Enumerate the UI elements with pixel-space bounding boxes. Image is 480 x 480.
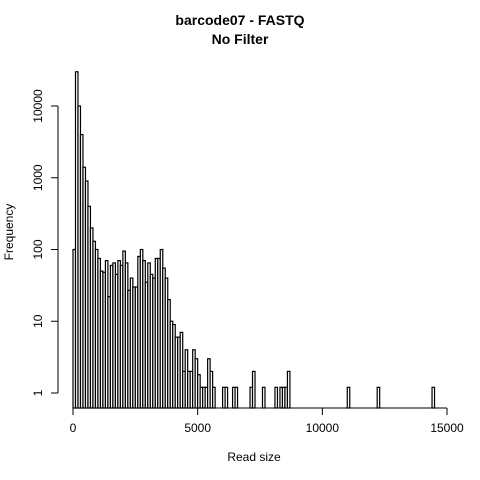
x-axis-label: Read size <box>227 450 281 464</box>
x-tick-label: 15000 <box>430 421 464 435</box>
histogram-bar <box>286 370 291 409</box>
histogram-bar <box>431 386 436 409</box>
chart-subtitle: No Filter <box>211 31 269 47</box>
x-tick-label: 10000 <box>306 421 340 435</box>
y-axis-label: Frequency <box>2 204 16 261</box>
histogram-bar <box>261 386 266 409</box>
y-axis: 1 10 100 1000 10000 <box>31 89 59 396</box>
histogram-bar <box>346 386 351 409</box>
histogram-bar <box>251 370 256 409</box>
y-tick-label: 1000 <box>31 164 45 191</box>
y-tick-label: 10 <box>31 314 45 328</box>
histogram-bar <box>234 386 239 409</box>
histogram-bar <box>212 386 216 409</box>
histogram-bar <box>274 386 279 409</box>
chart-title: barcode07 - FASTQ <box>175 12 305 28</box>
histogram-bar <box>224 386 229 409</box>
x-tick-label: 5000 <box>184 421 211 435</box>
x-tick-label: 0 <box>70 421 77 435</box>
histogram-bar <box>376 386 381 409</box>
histogram-bars <box>72 71 436 409</box>
y-tick-label: 1 <box>31 389 45 396</box>
y-tick-label: 100 <box>31 239 45 259</box>
x-axis: 0 5000 10000 15000 <box>70 407 464 435</box>
y-tick-label: 10000 <box>31 89 45 123</box>
